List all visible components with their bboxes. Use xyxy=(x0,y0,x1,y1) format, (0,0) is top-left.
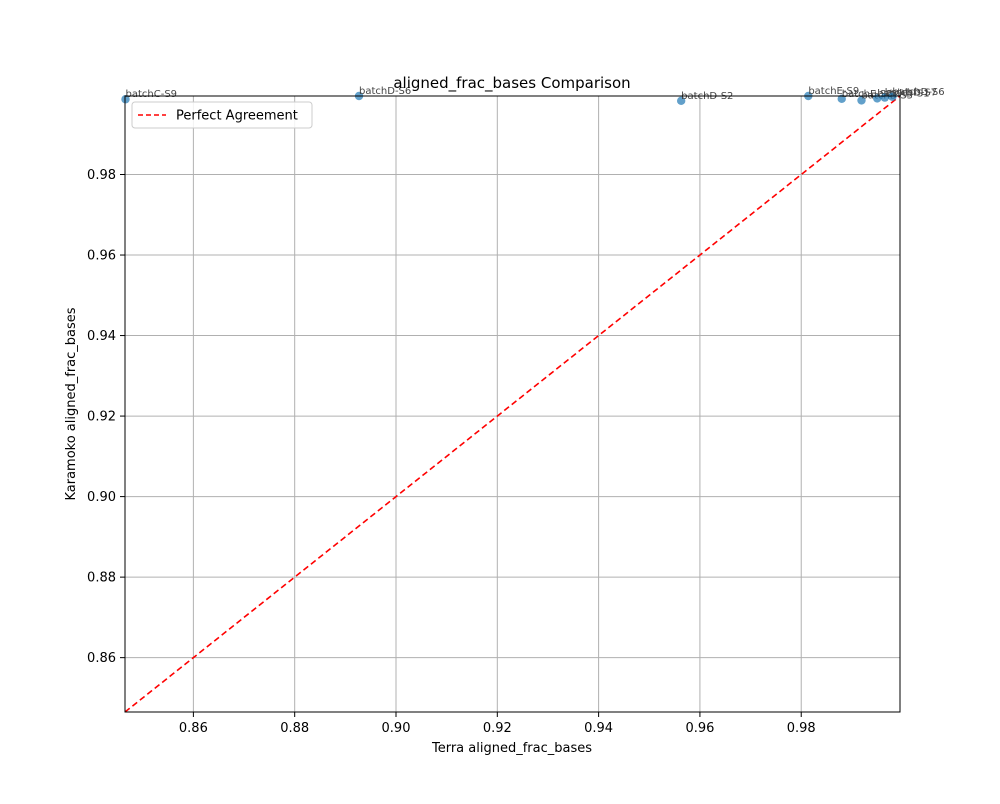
point-label: batchE-S6 xyxy=(842,89,893,100)
x-tick-label: 0.94 xyxy=(584,721,613,736)
y-tick-label: 0.86 xyxy=(87,651,116,666)
x-axis-label: Terra aligned_frac_bases xyxy=(431,741,592,756)
y-tick-label: 0.94 xyxy=(87,329,116,344)
perfect-agreement-line xyxy=(124,95,901,713)
y-ticks: 0.86 0.88 0.90 0.92 0.94 0.96 0.98 xyxy=(87,168,125,666)
y-tick-label: 0.90 xyxy=(87,490,116,505)
reference-line-layer xyxy=(124,95,901,713)
legend-box xyxy=(131,101,313,129)
x-ticks: 0.86 0.88 0.90 0.92 0.94 0.96 0.98 xyxy=(179,712,816,736)
data-point xyxy=(676,96,686,106)
point-label: batchD-S6 xyxy=(359,86,411,97)
x-tick-label: 0.92 xyxy=(483,721,512,736)
y-tick-label: 0.88 xyxy=(87,571,116,586)
data-point xyxy=(888,92,897,102)
x-tick-label: 0.86 xyxy=(179,721,208,736)
grid-lines xyxy=(125,96,900,712)
y-tick-label: 0.92 xyxy=(87,410,116,425)
y-tick-label: 0.98 xyxy=(87,168,116,183)
x-tick-label: 0.96 xyxy=(685,721,714,736)
point-label: batchD-S7 xyxy=(885,88,937,99)
data-point xyxy=(121,95,130,104)
point-label: batchC-S9 xyxy=(126,89,178,100)
point-label: batchE-S9 xyxy=(808,86,859,97)
y-axis-label: Karamoko aligned_frac_bases xyxy=(64,307,79,500)
x-tick-label: 0.88 xyxy=(280,721,309,736)
plot-frame xyxy=(124,95,901,713)
data-point xyxy=(857,96,866,105)
legend-entry-perfect-agreement: Perfect Agreement xyxy=(176,109,298,124)
data-point xyxy=(837,94,846,104)
legend: Perfect Agreement xyxy=(131,101,313,129)
y-tick-label: 0.96 xyxy=(87,249,116,264)
point-label: batchD-S6 xyxy=(892,87,944,98)
x-tick-label: 0.90 xyxy=(382,721,411,736)
point-label: batchD-S1 xyxy=(877,88,929,99)
x-tick-label: 0.98 xyxy=(787,721,816,736)
chart-title: aligned_frac_bases Comparison xyxy=(393,74,630,93)
